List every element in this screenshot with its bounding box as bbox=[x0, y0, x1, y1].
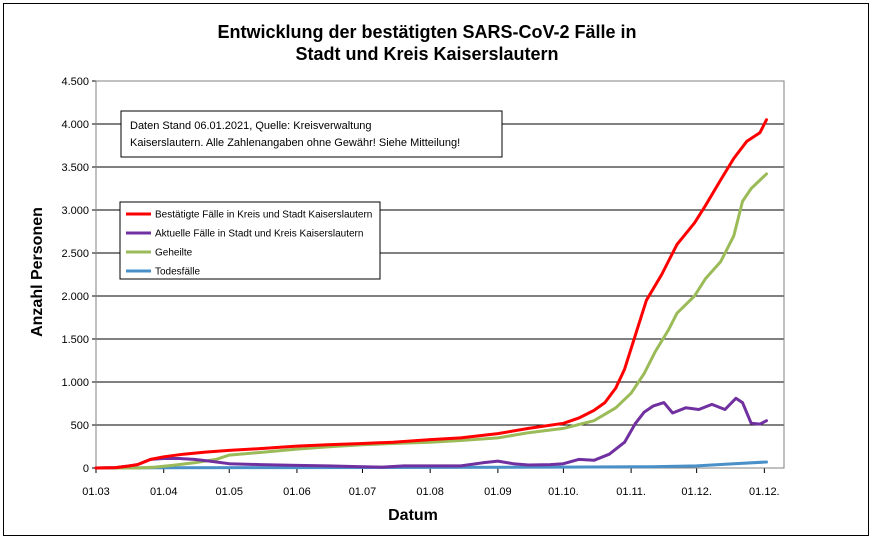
annotation-line-2: Kaiserslautern. Alle Zahlenangaben ohne … bbox=[130, 137, 460, 149]
x-tick-label: 01.11. bbox=[616, 486, 646, 498]
legend-label-1: Bestätigte Fälle in Kreis und Stadt Kais… bbox=[155, 210, 372, 221]
y-tick-label: 4.500 bbox=[61, 76, 89, 88]
y-tick-label: 1.500 bbox=[61, 334, 89, 346]
chart-title-line-1: Entwicklung der bestätigten SARS-CoV-2 F… bbox=[217, 22, 636, 42]
series-line-1 bbox=[94, 118, 768, 470]
legend-label-2: Aktuelle Fälle in Stadt und Kreis Kaiser… bbox=[155, 229, 363, 240]
y-tick-label: 1.000 bbox=[61, 377, 89, 389]
y-tick-label: 0 bbox=[83, 463, 89, 475]
series-line-2 bbox=[94, 396, 768, 470]
y-tick-label: 3.500 bbox=[61, 162, 89, 174]
x-axis-label: Datum bbox=[388, 507, 438, 524]
annotation-box: Daten Stand 06.01.2021, Quelle: Kreisver… bbox=[120, 110, 503, 158]
x-tick-label: 01.10. bbox=[548, 486, 579, 498]
x-tick-label: 01.12. bbox=[681, 486, 712, 498]
series-line-4 bbox=[94, 460, 768, 470]
chart-title-line-2: Stadt und Kreis Kaiserslautern bbox=[295, 44, 558, 64]
y-tick-label: 3.000 bbox=[61, 205, 89, 217]
legend-label-4: Todesfälle bbox=[155, 267, 200, 278]
x-tick-label: 01.05 bbox=[215, 486, 243, 498]
x-tick-label: 01.07 bbox=[349, 486, 377, 498]
x-tick-label: 01.09 bbox=[484, 486, 512, 498]
y-tick-label: 2.000 bbox=[61, 291, 89, 303]
x-tick-label: 01.06 bbox=[283, 486, 311, 498]
y-tick-label: 2.500 bbox=[61, 248, 89, 260]
x-tick-label: 01.12. bbox=[749, 486, 780, 498]
x-tick-label: 01.08 bbox=[416, 486, 444, 498]
x-tick-label: 01.03 bbox=[82, 486, 110, 498]
annotation-line-1: Daten Stand 06.01.2021, Quelle: Kreisver… bbox=[130, 120, 372, 132]
legend-label-3: Geheilte bbox=[155, 248, 193, 259]
y-axis-label: Anzahl Personen bbox=[29, 207, 46, 337]
x-tick-label: 01.04 bbox=[150, 486, 178, 498]
legend: Bestätigte Fälle in Kreis und Stadt Kais… bbox=[119, 201, 381, 280]
series-line-3 bbox=[94, 172, 768, 470]
y-tick-label: 500 bbox=[71, 420, 89, 432]
y-tick-label: 4.000 bbox=[61, 119, 89, 131]
